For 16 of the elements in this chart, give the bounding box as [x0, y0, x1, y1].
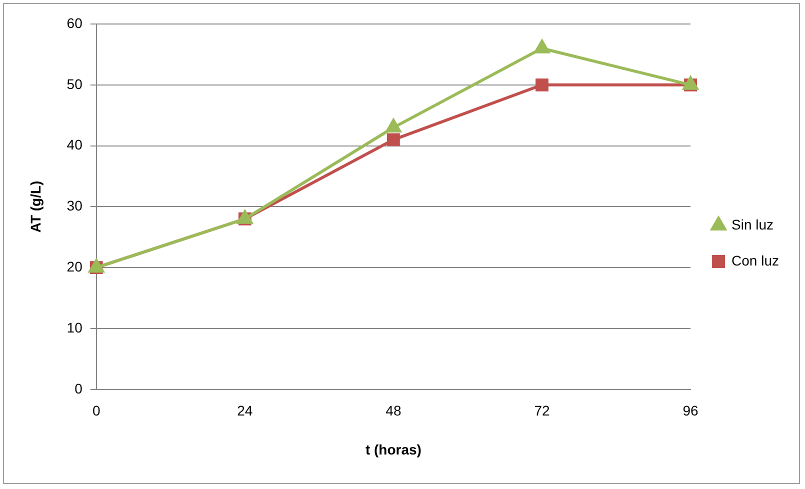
y-tick-label: 50 [66, 76, 83, 92]
x-tick-label: 48 [386, 402, 402, 419]
y-tick-label: 10 [66, 319, 83, 336]
legend-label: Con luz [732, 252, 779, 268]
y-tick-label: 0 [74, 380, 83, 396]
x-tick-label: 0 [92, 402, 100, 419]
legend-label: Sin luz [732, 216, 774, 232]
y-tick-label: 40 [66, 136, 83, 153]
y-tick-label: 30 [66, 198, 83, 214]
y-tick-label: 20 [66, 258, 83, 274]
x-axis-title: t (horas) [365, 441, 422, 458]
y-axis-title: AT (g/L) [27, 180, 44, 233]
x-tick-label: 96 [682, 402, 699, 419]
y-tick-label: 60 [66, 14, 83, 31]
x-tick-label: 24 [237, 402, 253, 419]
x-tick-label: 72 [534, 402, 550, 419]
